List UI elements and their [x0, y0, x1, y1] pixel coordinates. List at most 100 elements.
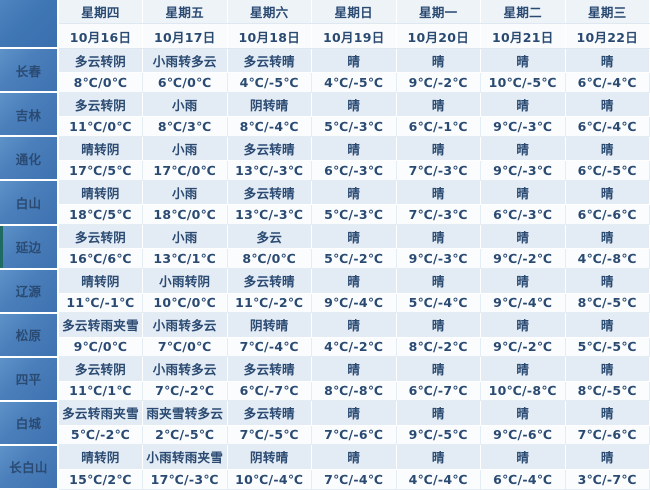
temperature-cell: 4℃/-5℃ [227, 72, 312, 93]
table-row: 长白山 晴转阴 小雨转雨夹雪 阴转晴晴晴晴晴 [0, 444, 650, 490]
temperature-cell: 7℃/-2℃ [142, 381, 228, 402]
condition-cell: 阴转晴 [227, 444, 312, 470]
temperature-cell: 7℃/-6℃ [565, 425, 650, 446]
condition-cell: 小雨转雨夹雪 [142, 444, 228, 470]
temperature-cell: 9℃/-2℃ [480, 337, 566, 358]
condition-cell: 晴 [311, 48, 397, 74]
header-weekday-4: 星期一 [396, 0, 481, 25]
table-row: 白城 多云转雨夹雪 雨夹雪转多云 多云转晴晴晴晴晴 [0, 400, 650, 446]
table-row: 9℃/0℃ 7℃/0℃ 7℃/-4℃ 4℃/-2℃ 8℃/-2℃ 9℃/-2℃ 5℃/-5℃ [0, 337, 650, 358]
condition-cell: 晴 [565, 356, 650, 382]
condition-cell: 晴 [311, 180, 397, 206]
condition-cell: 多云转晴 [227, 356, 312, 382]
header-weekday-0: 星期四 [58, 0, 143, 25]
header-date-0: 10月16日 [58, 23, 143, 49]
temperature-cell: 9℃/-3℃ [396, 248, 481, 270]
temperature-cell: 10℃/-5℃ [480, 72, 566, 93]
condition-cell: 晴 [311, 268, 397, 294]
temperature-cell: 9℃/0℃ [58, 337, 143, 358]
temperature-cell: 7℃/0℃ [142, 337, 228, 358]
table-row: 5℃/-2℃ 2℃/-5℃ 7℃/-5℃ 7℃/-6℃ 9℃/-5℃ 9℃/-6℃ 7℃/-… [0, 425, 650, 446]
condition-cell: 晴 [311, 136, 397, 162]
table-corner-cell [0, 0, 59, 50]
temperature-cell: 5℃/-4℃ [396, 293, 481, 314]
city-label-长春[interactable]: 长春 [0, 48, 59, 94]
condition-cell: 多云转阴 [58, 224, 143, 250]
header-weekday-5: 星期二 [480, 0, 566, 25]
condition-cell: 晴 [565, 400, 650, 426]
header-weekday-3: 星期日 [311, 0, 397, 25]
temperature-cell: 8℃/3℃ [142, 116, 228, 137]
header-date-3: 10月19日 [311, 23, 397, 49]
temperature-cell: 8℃/-4℃ [227, 116, 312, 137]
table-row: 17℃/5℃ 17℃/0℃ 13℃/-3℃ 6℃/-3℃ 7℃/-3℃ 9℃/-3℃ 6℃/… [0, 160, 650, 181]
table-row: 长春 多云转阴 小雨转多云 多云转晴晴晴晴晴 [0, 48, 650, 94]
temperature-cell: 8℃/-8℃ [311, 381, 397, 402]
temperature-cell: 9℃/-6℃ [480, 425, 566, 446]
condition-cell: 晴 [480, 224, 566, 250]
temperature-cell: 9℃/-3℃ [480, 160, 566, 181]
condition-cell: 晴 [565, 136, 650, 162]
city-label-白山[interactable]: 白山 [0, 180, 59, 226]
condition-cell: 晴 [565, 312, 650, 338]
city-label-四平[interactable]: 四平 [0, 356, 59, 402]
temperature-cell: 17℃/-3℃ [142, 469, 228, 490]
temperature-cell: 4℃/-8℃ [565, 248, 650, 270]
temperature-cell: 6℃/-4℃ [565, 72, 650, 93]
condition-cell: 晴 [480, 92, 566, 118]
temperature-cell: 8℃/-5℃ [565, 381, 650, 402]
condition-cell: 晴 [480, 400, 566, 426]
table-row: 白山 晴转阴 小雨 多云转晴晴晴晴晴 [0, 180, 650, 226]
temperature-cell: 13℃/1℃ [142, 248, 228, 270]
condition-cell: 小雨 [142, 92, 228, 118]
temperature-cell: 5℃/-2℃ [58, 425, 143, 446]
temperature-cell: 17℃/0℃ [142, 160, 228, 181]
header-date-6: 10月22日 [565, 23, 650, 49]
condition-cell: 晴转阴 [58, 444, 143, 470]
temperature-cell: 15℃/2℃ [58, 469, 143, 490]
condition-cell: 小雨 [142, 136, 228, 162]
temperature-cell: 8℃/0℃ [227, 248, 312, 270]
condition-cell: 晴 [565, 48, 650, 74]
city-label-长白山[interactable]: 长白山 [0, 444, 59, 490]
condition-cell: 晴 [396, 268, 481, 294]
temperature-cell: 16℃/6℃ [58, 248, 143, 270]
temperature-cell: 8℃/0℃ [58, 72, 143, 93]
city-label-吉林[interactable]: 吉林 [0, 92, 59, 138]
condition-cell: 晴 [311, 312, 397, 338]
temperature-cell: 10℃/0℃ [142, 293, 228, 314]
temperature-cell: 6℃/-5℃ [565, 160, 650, 181]
condition-cell: 阴转晴 [227, 92, 312, 118]
city-label-松原[interactable]: 松原 [0, 312, 59, 358]
table-row: 通化 晴转阴 小雨 多云转晴晴晴晴晴 [0, 136, 650, 182]
condition-cell: 多云转晴 [227, 400, 312, 426]
temperature-cell: 4℃/-5℃ [311, 72, 397, 93]
city-label-延边[interactable]: 延边 [0, 224, 59, 270]
temperature-cell: 10℃/-8℃ [480, 381, 566, 402]
temperature-cell: 9℃/-2℃ [396, 72, 481, 93]
header-weekday-6: 星期三 [565, 0, 650, 25]
condition-cell: 晴 [311, 92, 397, 118]
temperature-cell: 6℃/0℃ [142, 72, 228, 93]
temperature-cell: 3℃/-7℃ [565, 469, 650, 490]
condition-cell: 晴 [396, 356, 481, 382]
condition-cell: 晴 [311, 356, 397, 382]
condition-cell: 晴 [311, 400, 397, 426]
city-label-通化[interactable]: 通化 [0, 136, 59, 182]
temperature-cell: 6℃/-3℃ [480, 204, 566, 226]
city-label-辽源[interactable]: 辽源 [0, 268, 59, 314]
temperature-cell: 7℃/-4℃ [311, 469, 397, 490]
temperature-cell: 4℃/-4℃ [396, 469, 481, 490]
temperature-cell: 11℃/-1℃ [58, 293, 143, 314]
temperature-cell: 4℃/-2℃ [311, 337, 397, 358]
condition-cell: 晴 [396, 180, 481, 206]
temperature-cell: 6℃/-4℃ [480, 469, 566, 490]
temperature-cell: 10℃/-4℃ [227, 469, 312, 490]
temperature-cell: 5℃/-5℃ [565, 337, 650, 358]
header-weekday-1: 星期五 [142, 0, 228, 25]
temperature-cell: 5℃/-3℃ [311, 116, 397, 137]
temperature-cell: 7℃/-4℃ [227, 337, 312, 358]
temperature-cell: 5℃/-3℃ [311, 204, 397, 226]
city-label-白城[interactable]: 白城 [0, 400, 59, 446]
condition-cell: 晴 [396, 312, 481, 338]
